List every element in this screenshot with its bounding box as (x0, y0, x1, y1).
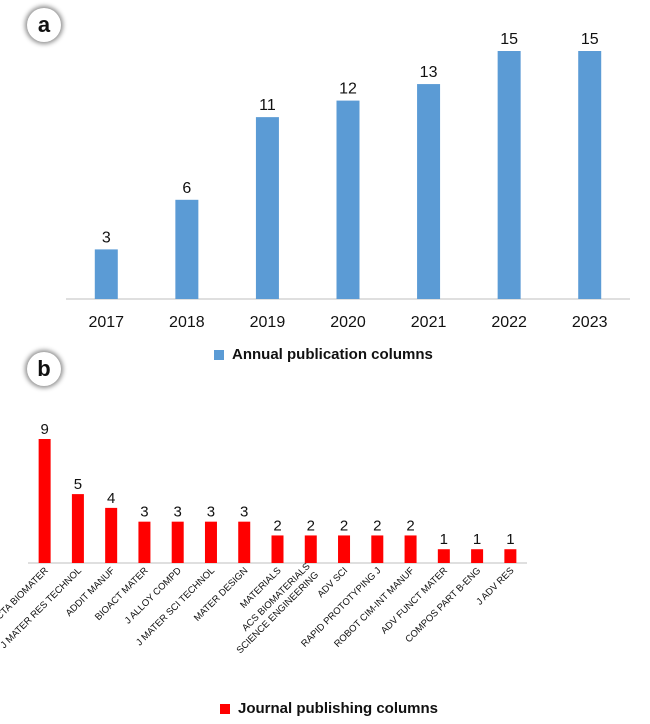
data-label: 2 (373, 517, 381, 534)
data-label-2022: 15 (500, 31, 518, 48)
data-label-2021: 13 (420, 64, 438, 81)
x-tick-label-line: J ALLOY COMPD (123, 565, 184, 626)
x-tick-label: 2020 (330, 314, 366, 331)
data-label-2023: 15 (581, 31, 599, 48)
panel-b-badge: b (27, 352, 61, 386)
bar-2019 (255, 117, 279, 299)
data-label-2020: 12 (339, 81, 357, 98)
bar-journal (371, 535, 384, 563)
data-label: 2 (273, 517, 281, 534)
data-label: 4 (107, 490, 115, 507)
data-label: 1 (506, 531, 514, 548)
bar-journal (304, 535, 317, 563)
bar-2017 (94, 249, 118, 299)
x-tick-label: 2018 (169, 314, 205, 331)
bar-journal (238, 521, 251, 563)
legend-label-journal: Journal publishing columns (238, 700, 439, 717)
data-label-2019: 11 (259, 97, 276, 114)
bar-journal (138, 521, 151, 563)
data-label-2017: 3 (102, 229, 111, 246)
data-label: 5 (74, 476, 82, 493)
legend-swatch-journal (220, 703, 230, 714)
data-label: 1 (473, 531, 481, 548)
bar-2022 (497, 51, 521, 299)
data-label-2018: 6 (182, 180, 191, 197)
x-tick-label: 2023 (572, 314, 608, 331)
bar-journal (71, 494, 84, 563)
bar-journal (471, 549, 484, 563)
bar-journal (105, 507, 118, 563)
bar-journal (271, 535, 284, 563)
bar-2023 (578, 51, 602, 299)
data-label: 2 (340, 517, 348, 534)
legend-annual: Annual publication columns (214, 346, 433, 363)
data-label: 1 (440, 531, 448, 548)
x-tick-label: 2019 (250, 314, 286, 331)
bar-journal (437, 549, 450, 563)
bar-journal (171, 521, 184, 563)
data-label: 2 (307, 517, 315, 534)
data-label: 9 (40, 421, 48, 438)
data-label: 3 (240, 504, 248, 521)
data-label: 3 (207, 504, 215, 521)
panel-a-badge: a (27, 8, 61, 42)
x-tick-label: 2017 (88, 314, 124, 331)
bar-journal (338, 535, 351, 563)
data-label: 3 (174, 504, 182, 521)
legend-label-annual: Annual publication columns (232, 346, 433, 363)
x-tick-label: 2021 (411, 314, 447, 331)
data-label: 2 (406, 517, 414, 534)
legend-swatch-annual (214, 349, 224, 360)
bar-journal (504, 549, 517, 563)
bar-2018 (175, 199, 199, 299)
annual-publication-chart: 3 2017 6 2018 11 2019 12 2020 13 2021 15 2022 15 2023 (66, 31, 630, 331)
legend-journal: Journal publishing columns (220, 700, 438, 717)
data-label: 3 (140, 504, 148, 521)
x-tick-label: J ALLOY COMPD (123, 565, 184, 626)
bar-journal (404, 535, 417, 563)
bar-journal (204, 521, 217, 563)
x-tick-label: 2022 (491, 314, 527, 331)
bar-2021 (417, 84, 441, 299)
bar-journal (38, 439, 51, 563)
bar-2020 (336, 100, 360, 299)
